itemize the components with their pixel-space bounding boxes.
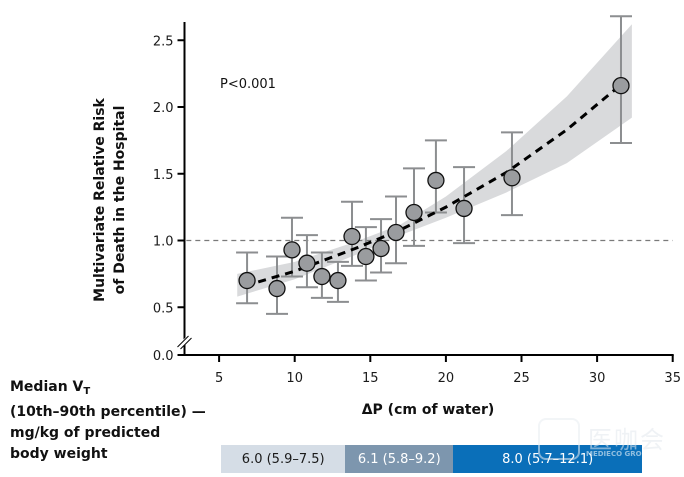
axis-break-gap bbox=[176, 334, 193, 350]
data-point bbox=[329, 271, 347, 290]
x-tick-label: 10 bbox=[286, 371, 303, 386]
vt-bar: 6.0 (5.9–7.5) bbox=[221, 445, 346, 473]
y-tick-label: 1.5 bbox=[153, 168, 174, 183]
data-point bbox=[427, 171, 445, 190]
data-point bbox=[238, 271, 256, 290]
vt-bar: 6.1 (5.8–9.2) bbox=[345, 445, 454, 473]
data-point bbox=[455, 199, 473, 218]
y-tick-label: 2.5 bbox=[153, 34, 174, 49]
p-value-annotation: P<0.001 bbox=[220, 77, 276, 92]
y-axis-title-line-2: of Death in the Hospital bbox=[112, 106, 128, 295]
axis-break-mark bbox=[180, 337, 192, 350]
data-point bbox=[357, 247, 375, 266]
legend-line-3: mg/kg of predicted bbox=[10, 425, 161, 441]
data-point bbox=[283, 241, 301, 259]
x-tick-label: 25 bbox=[513, 371, 530, 386]
data-point bbox=[343, 227, 361, 246]
vt-bar: 8.0 (5.7–12.1) bbox=[453, 445, 642, 473]
x-tick-label: 15 bbox=[362, 371, 379, 386]
y-axis-title-line-1: Multivariate Relative Risk bbox=[92, 97, 108, 301]
points-layer bbox=[238, 76, 630, 298]
axes-layer: 0.0 0.5 1.0 1.5 2.0 2.5 5 10 15 20 25 30 35 bbox=[153, 22, 681, 386]
legend-line-1: Median VT bbox=[10, 377, 206, 402]
axis-break-mark bbox=[177, 335, 189, 348]
x-tick-label: 30 bbox=[589, 371, 606, 386]
legend-subscript-t: T bbox=[83, 386, 91, 397]
tidal-volume-legend: Median VT (10th–90th percentile) — mg/kg… bbox=[10, 377, 206, 465]
x-axis-title: ΔP (cm of water) bbox=[362, 402, 495, 418]
y-tick-label: 0.0 bbox=[153, 349, 174, 364]
data-point bbox=[612, 76, 630, 95]
x-tick-label: 5 bbox=[215, 371, 223, 386]
data-point bbox=[268, 279, 286, 298]
data-point bbox=[298, 254, 316, 272]
data-point bbox=[405, 203, 423, 222]
legend-median-vt: Median V bbox=[10, 379, 84, 395]
legend-line-4: body weight bbox=[10, 446, 108, 462]
data-point bbox=[387, 223, 405, 242]
y-tick-label: 1.0 bbox=[153, 235, 174, 250]
y-axis-title: Multivariate Relative Risk of Death in t… bbox=[92, 97, 128, 301]
y-tick-label: 0.5 bbox=[153, 301, 174, 316]
data-point bbox=[503, 169, 521, 187]
x-tick-label: 20 bbox=[438, 371, 455, 386]
data-point bbox=[313, 267, 331, 286]
legend-line-2: (10th–90th percentile) — bbox=[10, 404, 206, 420]
y-tick-label: 2.0 bbox=[153, 101, 174, 116]
data-point bbox=[372, 239, 390, 258]
x-tick-label: 35 bbox=[664, 371, 681, 386]
